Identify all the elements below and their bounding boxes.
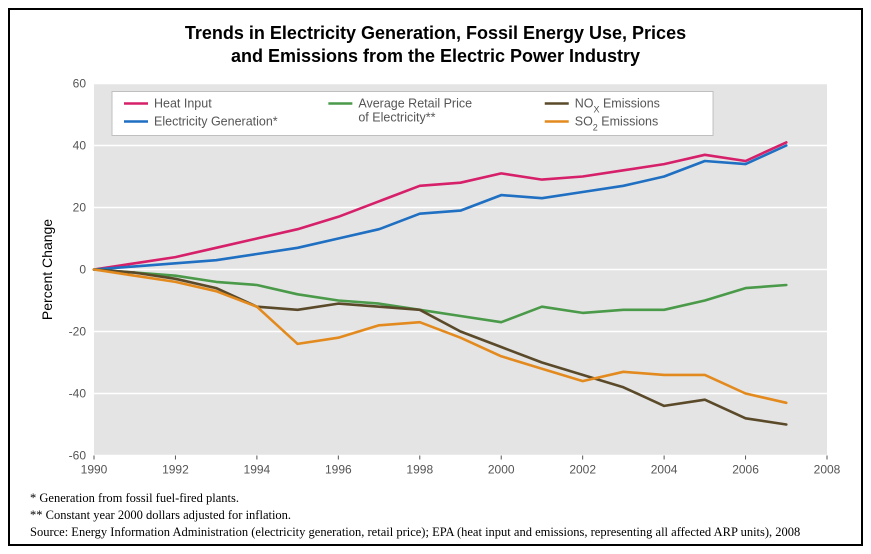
- title-line-1: Trends in Electricity Generation, Fossil…: [185, 23, 686, 43]
- y-tick-label: 20: [73, 201, 87, 215]
- x-tick-label: 2004: [651, 463, 678, 477]
- footnote-1: * Generation from fossil fuel-fired plan…: [30, 490, 841, 507]
- x-tick-label: 2000: [488, 463, 515, 477]
- x-tick-label: 1998: [406, 463, 433, 477]
- line-chart: -60 -40 -20 0 20 40 60 1990 1992 1994 1996 1998 2000…: [30, 73, 841, 486]
- legend-label: Electricity Generation*: [154, 115, 278, 129]
- legend-label: Heat Input: [154, 97, 212, 111]
- x-tick-label: 1990: [81, 463, 108, 477]
- y-tick-label: -40: [69, 387, 87, 401]
- x-tick-label: 1994: [244, 463, 271, 477]
- y-tick-label: 0: [79, 263, 86, 277]
- footnote-3: Source: Energy Information Administratio…: [30, 524, 841, 541]
- x-tick-label: 1996: [325, 463, 352, 477]
- x-tick-label: 2008: [814, 463, 841, 477]
- x-tick-label: 2006: [732, 463, 759, 477]
- y-axis-label: Percent Change: [39, 219, 55, 320]
- title-line-2: and Emissions from the Electric Power In…: [231, 46, 640, 66]
- y-tick-label: -60: [69, 449, 87, 463]
- x-tick-label: 1992: [162, 463, 189, 477]
- y-tick-label: -20: [69, 325, 87, 339]
- y-tick-label: 40: [73, 139, 87, 153]
- y-tick-label: 60: [73, 77, 87, 91]
- footnotes: * Generation from fossil fuel-fired plan…: [30, 490, 841, 541]
- x-tick-label: 2002: [569, 463, 596, 477]
- chart-area: -60 -40 -20 0 20 40 60 1990 1992 1994 1996 1998 2000…: [30, 73, 841, 486]
- chart-title: Trends in Electricity Generation, Fossil…: [30, 22, 841, 67]
- figure-frame: Trends in Electricity Generation, Fossil…: [8, 8, 863, 546]
- footnote-2: ** Constant year 2000 dollars adjusted f…: [30, 507, 841, 524]
